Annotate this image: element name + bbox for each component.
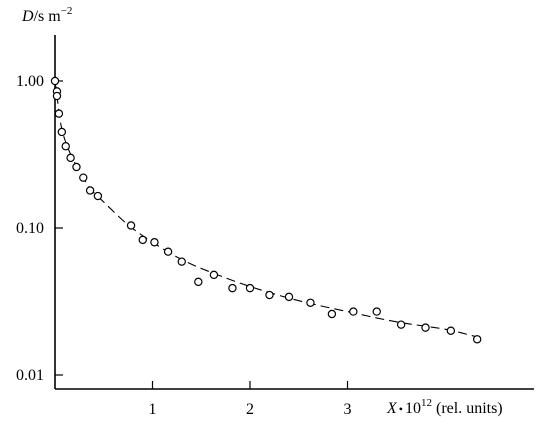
y-axis-label-var: D bbox=[21, 8, 34, 25]
data-point-8 bbox=[79, 173, 88, 182]
ticks: 1.00 0.10 0.01 1 2 3 bbox=[16, 73, 352, 418]
data-point-4 bbox=[57, 127, 67, 137]
x-axis-label: X • 1012 (rel. units) bbox=[386, 397, 503, 417]
x-axis-label-dot: • bbox=[399, 402, 403, 416]
data-point-29 bbox=[472, 335, 482, 344]
data-point-11 bbox=[126, 221, 136, 230]
data-point-21 bbox=[284, 292, 294, 302]
data-point-0 bbox=[50, 76, 60, 86]
data-point-7 bbox=[72, 162, 81, 172]
data-point-14 bbox=[163, 247, 173, 256]
x-tick-label-1: 2 bbox=[246, 401, 254, 418]
x-axis-label-exp: 12 bbox=[421, 397, 432, 409]
data-point-6 bbox=[66, 153, 75, 163]
data-point-13 bbox=[150, 238, 159, 247]
data-point-15 bbox=[177, 257, 186, 266]
data-point-16 bbox=[194, 277, 203, 287]
data-point-3 bbox=[54, 109, 64, 118]
data-point-10 bbox=[93, 191, 103, 201]
data-point-17 bbox=[209, 270, 219, 280]
data-point-22 bbox=[306, 298, 315, 307]
data-point-26 bbox=[396, 320, 406, 329]
y-tick-label-2: 0.01 bbox=[16, 367, 44, 384]
data-point-12 bbox=[138, 235, 147, 245]
data-point-23 bbox=[327, 309, 337, 319]
fit-line bbox=[54, 80, 480, 339]
y-tick-label-0: 1.00 bbox=[16, 73, 44, 90]
y-axis-label-exp: −2 bbox=[61, 5, 73, 17]
y-axis-label: D/s m−2 bbox=[21, 5, 72, 25]
data-point-20 bbox=[265, 290, 274, 300]
data-point-24 bbox=[349, 307, 358, 316]
x-tick-label-0: 1 bbox=[149, 401, 157, 418]
x-axis-label-var: X bbox=[386, 400, 398, 417]
x-tick-label-2: 3 bbox=[344, 401, 352, 418]
data-point-5 bbox=[61, 142, 70, 151]
data-point-25 bbox=[372, 307, 381, 316]
data-point-27 bbox=[421, 323, 430, 332]
data-point-18 bbox=[228, 283, 237, 293]
axes bbox=[54, 35, 534, 390]
y-tick-label-1: 0.10 bbox=[16, 220, 44, 237]
data-point-28 bbox=[446, 326, 456, 335]
data-points bbox=[50, 76, 482, 344]
y-axis-label-unit: /s m bbox=[34, 8, 62, 25]
data-point-2 bbox=[52, 91, 62, 101]
x-axis-label-units: (rel. units) bbox=[436, 400, 503, 417]
data-point-9 bbox=[85, 186, 95, 195]
data-point-19 bbox=[245, 283, 255, 293]
x-axis-label-base: 10 bbox=[405, 400, 421, 417]
